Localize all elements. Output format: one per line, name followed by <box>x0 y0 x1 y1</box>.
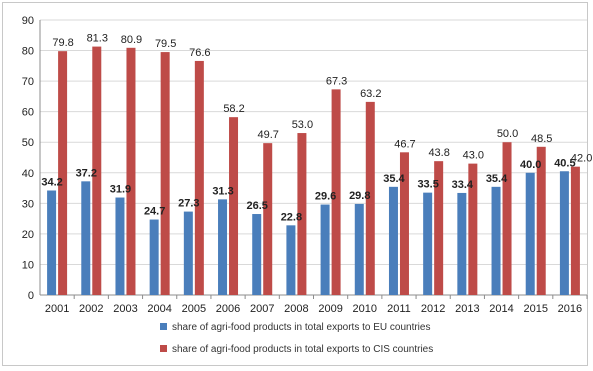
x-tick-label: 2011 <box>387 303 411 315</box>
data-label-cis: 43.0 <box>463 150 484 162</box>
data-label-cis: 76.6 <box>189 47 210 59</box>
data-label-eu: 35.4 <box>383 173 405 185</box>
y-tick-label: 70 <box>22 76 34 88</box>
bar-cis <box>126 47 136 295</box>
data-label-eu: 31.9 <box>110 184 131 196</box>
data-label-eu: 27.3 <box>178 198 199 210</box>
y-tick-label: 60 <box>22 107 34 119</box>
bar-cis <box>58 51 68 295</box>
legend-swatch <box>160 345 167 352</box>
bar-cis <box>229 117 239 296</box>
data-label-eu: 22.8 <box>281 211 302 223</box>
x-tick-label: 2010 <box>353 303 377 315</box>
y-tick-label: 40 <box>22 168 34 180</box>
bar-eu <box>491 186 501 295</box>
y-tick-label: 20 <box>22 229 34 241</box>
bar-eu <box>252 214 262 295</box>
bar-cis <box>365 101 375 295</box>
data-label-eu: 40.5 <box>554 157 575 169</box>
y-tick-label: 50 <box>22 137 34 149</box>
x-tick-label: 2003 <box>113 303 137 315</box>
data-label-eu: 35.4 <box>486 173 508 185</box>
x-tick-label: 2007 <box>250 303 274 315</box>
x-tick-label: 2012 <box>421 303 445 315</box>
data-label-cis: 46.7 <box>394 138 415 150</box>
x-tick-label: 2004 <box>147 303 171 315</box>
bar-cis <box>468 163 478 295</box>
data-label-cis: 67.3 <box>326 75 347 87</box>
data-label-cis: 42.0 <box>571 153 592 165</box>
data-label-eu: 26.5 <box>247 200 268 212</box>
bar-eu <box>149 219 159 295</box>
y-tick-label: 80 <box>22 46 34 58</box>
y-tick-label: 30 <box>22 198 34 210</box>
data-label-cis: 50.0 <box>497 128 518 140</box>
data-label-eu: 29.6 <box>315 191 336 203</box>
data-label-cis: 48.5 <box>531 133 552 145</box>
x-tick-label: 2016 <box>558 303 582 315</box>
data-label-eu: 33.4 <box>452 179 474 191</box>
bar-eu <box>320 204 330 295</box>
data-label-cis: 43.8 <box>428 147 449 159</box>
bar-cis <box>570 166 580 295</box>
bar-cis <box>92 46 102 296</box>
data-label-eu: 40.0 <box>520 159 541 171</box>
data-label-cis: 49.7 <box>258 129 279 141</box>
bar-eu <box>423 192 433 295</box>
x-tick-label: 2015 <box>523 303 547 315</box>
bar-eu <box>81 181 91 295</box>
x-tick-label: 2002 <box>79 303 103 315</box>
bar-eu <box>559 171 569 295</box>
x-tick-label: 2005 <box>182 303 206 315</box>
legend-swatch <box>160 323 167 330</box>
data-label-cis: 79.5 <box>155 38 176 50</box>
y-tick-label: 90 <box>22 15 34 27</box>
bar-cis <box>297 133 307 295</box>
bar-cis <box>194 60 204 295</box>
bar-cis <box>399 152 409 295</box>
data-label-eu: 29.8 <box>349 190 370 202</box>
data-label-cis: 79.8 <box>52 37 73 49</box>
bar-eu <box>457 192 467 295</box>
bar-eu <box>354 203 364 295</box>
bar-cis <box>502 142 512 295</box>
bar-cis <box>331 89 341 295</box>
bar-cis <box>263 143 273 295</box>
bar-eu <box>47 190 57 295</box>
bar-eu <box>286 225 296 295</box>
data-label-eu: 33.5 <box>417 179 438 191</box>
bar-cis <box>536 146 546 295</box>
bar-cis <box>160 52 170 296</box>
bar-eu <box>525 172 535 295</box>
bar-eu <box>183 211 193 295</box>
y-tick-label: 0 <box>28 290 34 302</box>
bar-eu <box>388 186 398 295</box>
data-label-eu: 31.3 <box>212 185 233 197</box>
x-tick-label: 2013 <box>455 303 479 315</box>
bar-cis <box>434 161 444 295</box>
data-label-cis: 53.0 <box>292 119 313 131</box>
data-label-eu: 34.2 <box>41 177 62 189</box>
x-tick-label: 2006 <box>216 303 240 315</box>
legend-label: share of agri-food products in total exp… <box>172 322 430 333</box>
x-tick-label: 2014 <box>489 303 513 315</box>
bar-eu <box>218 199 228 295</box>
data-label-cis: 63.2 <box>360 88 381 100</box>
data-label-cis: 81.3 <box>87 33 108 45</box>
data-label-cis: 80.9 <box>121 34 142 46</box>
x-tick-label: 2009 <box>318 303 342 315</box>
legend-label: share of agri-food products in total exp… <box>172 344 433 355</box>
data-label-eu: 24.7 <box>144 206 165 218</box>
y-tick-label: 10 <box>22 259 34 271</box>
data-label-eu: 37.2 <box>76 167 97 179</box>
x-tick-label: 2001 <box>45 303 69 315</box>
data-label-cis: 58.2 <box>223 103 244 115</box>
bar-eu <box>115 197 125 295</box>
x-tick-label: 2008 <box>284 303 308 315</box>
